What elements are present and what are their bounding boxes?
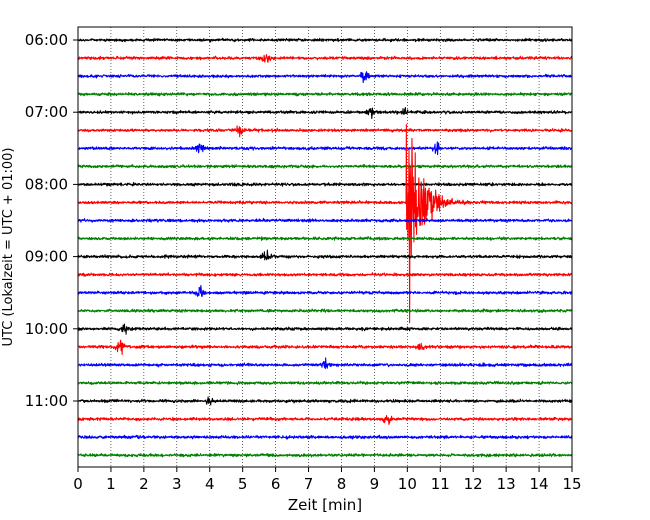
- seismic-trace-1030: [77, 357, 573, 370]
- plot-area: [78, 27, 572, 467]
- x-gridlines: [110, 27, 540, 467]
- seismic-trace-0900: [77, 249, 573, 261]
- seismic-trace-0715: [77, 125, 573, 138]
- seismic-trace-1015: [77, 339, 573, 356]
- seismic-trace-0630: [77, 71, 573, 84]
- seismic-trace-0800: [77, 181, 573, 187]
- seismic-trace-0645: [77, 91, 573, 97]
- x-tick-label: 4: [205, 475, 215, 493]
- seismic-trace-0945: [77, 308, 573, 313]
- x-tick-label: 11: [431, 475, 450, 493]
- seismic-traces: [77, 37, 573, 458]
- x-tick-label: 6: [271, 475, 281, 493]
- x-tick-label: 2: [139, 475, 149, 493]
- seismic-trace-0745: [77, 164, 573, 169]
- x-tick-label: 12: [464, 475, 483, 493]
- seismic-trace-1000: [77, 323, 573, 335]
- x-tick-label: 0: [73, 475, 83, 493]
- x-tick-label: 8: [337, 475, 347, 493]
- seismic-trace-0615: [77, 54, 573, 63]
- seismic-trace-0815: [77, 123, 573, 324]
- seismic-trace-0730: [77, 141, 573, 156]
- x-axis-label: Zeit [min]: [288, 496, 362, 514]
- seismic-trace-0830: [77, 217, 573, 223]
- y-tick-label: 10:00: [25, 320, 68, 338]
- seismic-trace-0600: [77, 37, 573, 43]
- x-tick-label: 7: [304, 475, 314, 493]
- y-tick-label: 07:00: [25, 103, 68, 121]
- y-axis-ticks: 06:00 07:00 08:00 09:00 10:00 11:00: [25, 31, 78, 410]
- x-tick-label: 15: [562, 475, 581, 493]
- seismic-trace-0930: [77, 285, 573, 298]
- plot-frame: [77, 26, 573, 468]
- seismic-trace-0915: [77, 272, 573, 277]
- y-tick-label: 11:00: [25, 392, 68, 410]
- x-tick-label: 9: [370, 475, 380, 493]
- y-tick-label: 06:00: [25, 31, 68, 49]
- seismic-trace-1145: [77, 452, 573, 458]
- x-tick-label: 1: [106, 475, 116, 493]
- seismic-trace-0845: [77, 235, 573, 241]
- x-tick-label: 10: [398, 475, 417, 493]
- seismic-trace-1045: [77, 380, 573, 386]
- y-tick-label: 09:00: [25, 248, 68, 266]
- seismic-trace-0700: [77, 106, 573, 120]
- x-tick-label: 13: [497, 475, 516, 493]
- seismic-trace-1130: [77, 434, 573, 440]
- x-tick-label: 3: [172, 475, 182, 493]
- x-axis-ticks: 0 1 2 3 4 5 6 7 8 9 10 11 12 13 14 15: [73, 467, 582, 493]
- y-tick-label: 08:00: [25, 175, 68, 193]
- seismic-trace-1115: [77, 414, 573, 426]
- x-tick-label: 14: [530, 475, 549, 493]
- x-tick-label: 5: [238, 475, 248, 493]
- seismic-trace-1100: [77, 396, 573, 406]
- y-axis-label: UTC (Lokalzeit = UTC + 01:00): [1, 148, 16, 347]
